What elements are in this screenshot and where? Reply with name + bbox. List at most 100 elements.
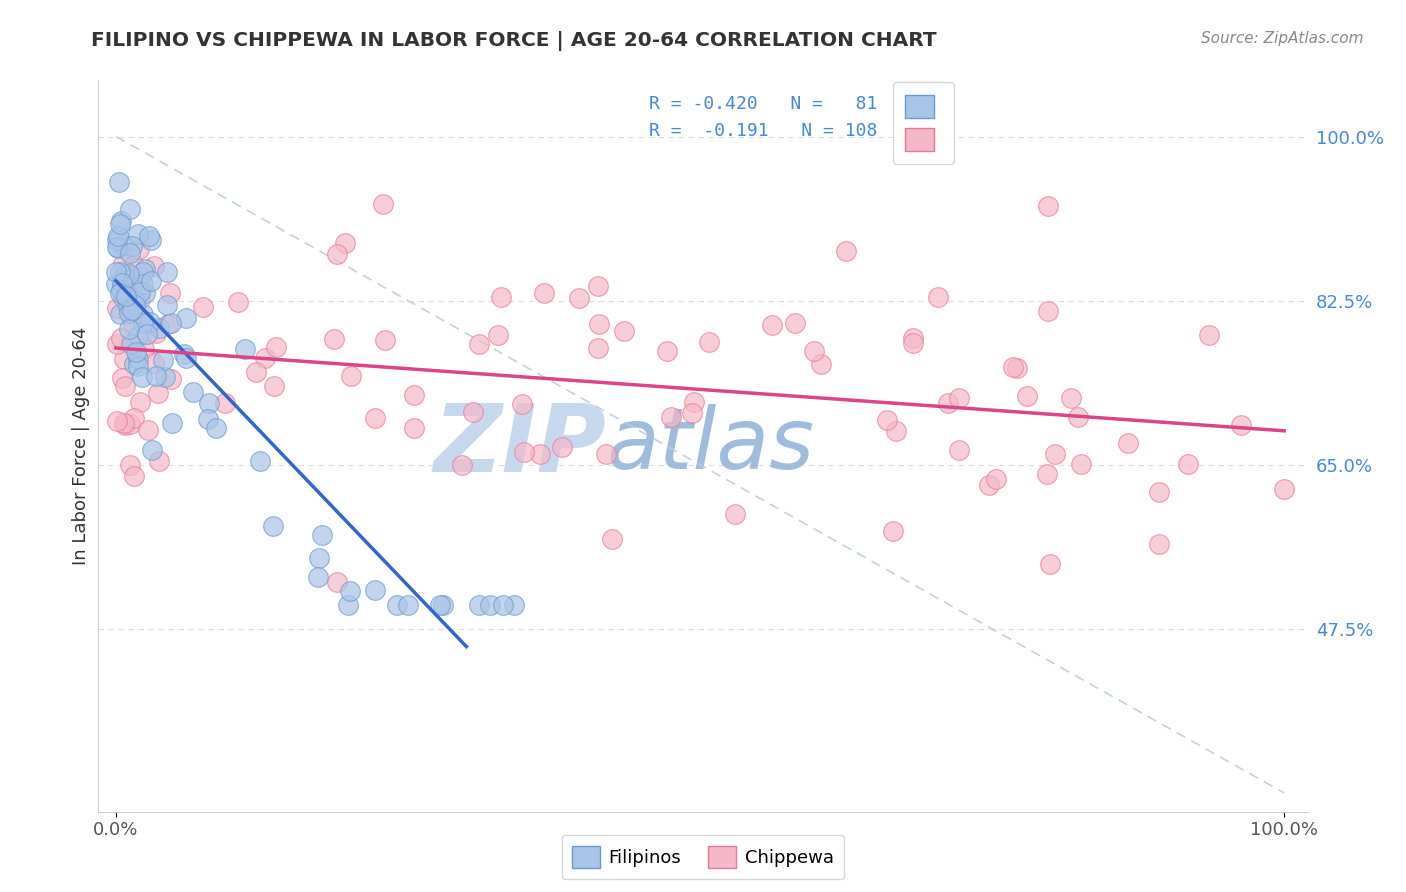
Point xyxy=(432,599,454,613)
Point xyxy=(117,299,139,313)
Point xyxy=(105,240,128,254)
Point xyxy=(105,233,128,247)
Point xyxy=(110,307,132,321)
Point xyxy=(903,335,925,350)
Point xyxy=(659,410,682,425)
Point xyxy=(655,344,678,359)
Point xyxy=(118,322,141,336)
Point xyxy=(128,242,150,256)
Point xyxy=(160,316,183,330)
Point xyxy=(450,458,472,472)
Point xyxy=(333,235,356,250)
Text: R = -0.420   N =   81: R = -0.420 N = 81 xyxy=(648,95,877,112)
Point xyxy=(197,412,219,426)
Point xyxy=(122,317,145,331)
Point xyxy=(141,443,163,458)
Text: R =  -0.191   N = 108: R = -0.191 N = 108 xyxy=(648,122,877,140)
Point xyxy=(111,371,134,385)
Point xyxy=(249,454,271,468)
Point xyxy=(724,507,747,521)
Point xyxy=(118,306,141,320)
Point xyxy=(105,414,128,428)
Point xyxy=(948,442,970,457)
Point xyxy=(502,599,524,613)
Point xyxy=(142,259,165,273)
Point xyxy=(323,332,346,346)
Point xyxy=(118,267,141,281)
Point xyxy=(145,326,167,341)
Point xyxy=(803,344,825,359)
Point xyxy=(927,290,949,304)
Point xyxy=(510,397,533,411)
Point xyxy=(936,396,959,410)
Point xyxy=(148,454,170,468)
Point xyxy=(134,262,156,277)
Point xyxy=(156,298,179,312)
Point xyxy=(568,291,591,305)
Point xyxy=(148,321,170,335)
Point xyxy=(132,316,155,330)
Point xyxy=(586,342,609,356)
Point xyxy=(105,277,128,291)
Point xyxy=(307,570,329,584)
Point xyxy=(533,285,555,300)
Point xyxy=(105,336,128,351)
Point xyxy=(124,298,146,312)
Point xyxy=(110,283,132,297)
Point xyxy=(364,410,387,425)
Point xyxy=(371,197,394,211)
Point xyxy=(108,175,131,189)
Point xyxy=(143,356,166,370)
Point xyxy=(139,315,162,329)
Point xyxy=(134,342,156,356)
Point xyxy=(512,445,534,459)
Point xyxy=(138,228,160,243)
Point xyxy=(112,288,135,302)
Point xyxy=(396,599,419,613)
Point xyxy=(121,302,143,317)
Point xyxy=(131,370,153,384)
Point xyxy=(174,351,197,365)
Point xyxy=(1036,467,1059,481)
Point xyxy=(1005,360,1028,375)
Point xyxy=(340,368,363,383)
Point xyxy=(1147,484,1170,499)
Point xyxy=(118,417,141,431)
Point xyxy=(205,421,228,435)
Point xyxy=(586,279,609,293)
Point xyxy=(374,333,396,347)
Point xyxy=(595,447,617,461)
Point xyxy=(107,242,129,256)
Point xyxy=(146,386,169,401)
Point xyxy=(127,359,149,374)
Point xyxy=(118,272,141,286)
Point xyxy=(159,285,181,300)
Point xyxy=(120,245,142,260)
Point xyxy=(1015,389,1038,403)
Point xyxy=(110,213,132,227)
Point xyxy=(112,291,135,305)
Point xyxy=(1070,457,1092,471)
Point xyxy=(114,379,136,393)
Point xyxy=(1036,199,1059,213)
Point xyxy=(127,329,149,343)
Point xyxy=(112,352,135,367)
Point xyxy=(125,345,148,359)
Point xyxy=(810,357,832,371)
Point xyxy=(1177,457,1199,471)
Point xyxy=(588,317,610,331)
Point xyxy=(121,239,143,253)
Point xyxy=(385,599,408,613)
Point xyxy=(1272,482,1295,496)
Point xyxy=(128,394,150,409)
Point xyxy=(181,384,204,399)
Point xyxy=(112,238,135,252)
Point xyxy=(402,420,425,434)
Text: ZIP: ZIP xyxy=(433,400,606,492)
Point xyxy=(245,365,267,379)
Point xyxy=(131,277,153,291)
Point xyxy=(127,227,149,241)
Point xyxy=(311,528,333,542)
Point xyxy=(489,290,512,304)
Point xyxy=(683,395,706,409)
